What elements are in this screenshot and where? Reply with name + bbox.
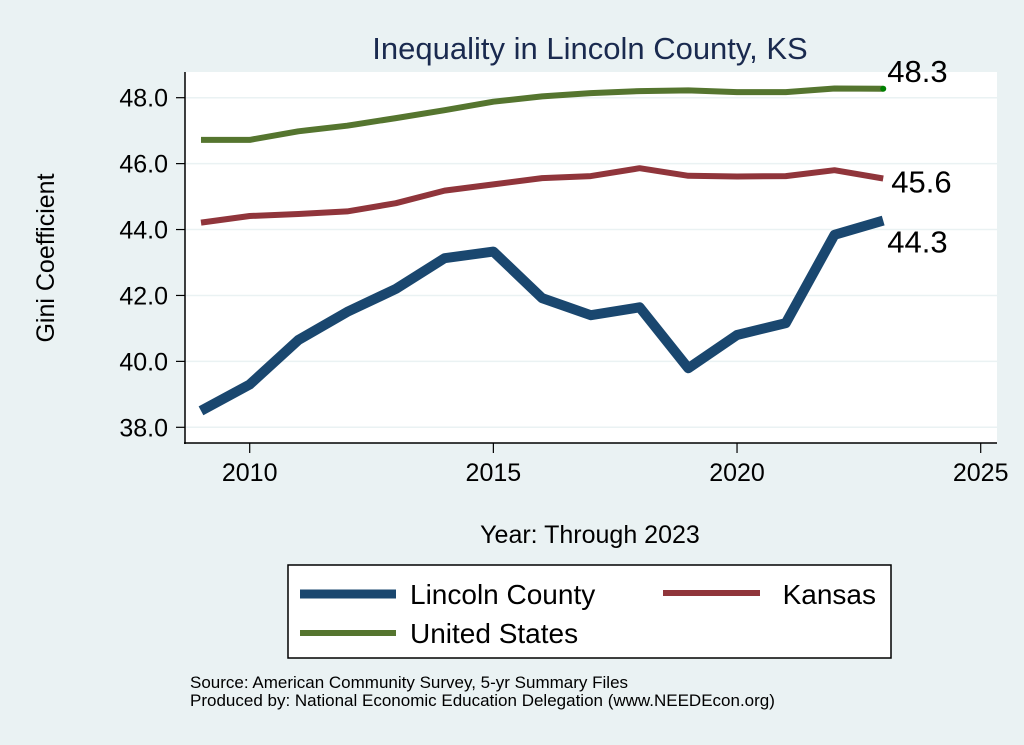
x-tick-label: 2025 bbox=[953, 459, 1009, 487]
legend-label-united-states: United States bbox=[410, 618, 578, 649]
x-tick-label: 2020 bbox=[709, 459, 765, 487]
legend-label-kansas: Kansas bbox=[783, 579, 876, 610]
y-tick-label: 46.0 bbox=[119, 151, 168, 179]
y-tick-label: 48.0 bbox=[119, 85, 168, 113]
y-tick-label: 44.0 bbox=[119, 217, 168, 245]
end-label-united-states: 48.3 bbox=[887, 54, 947, 89]
series-layer bbox=[198, 85, 887, 416]
gridlines bbox=[186, 96, 997, 429]
footer-source: Source: American Community Survey, 5-yr … bbox=[190, 673, 628, 692]
y-tick-label: 38.0 bbox=[119, 414, 168, 442]
end-marker-united-states bbox=[880, 85, 887, 92]
footer-producer: Produced by: National Economic Education… bbox=[190, 691, 775, 710]
x-tick-label: 2010 bbox=[222, 459, 278, 487]
end-label-lincoln-county: 44.3 bbox=[887, 225, 947, 260]
x-axis-title: Year: Through 2023 bbox=[480, 521, 700, 549]
legend-label-lincoln-county: Lincoln County bbox=[410, 579, 595, 610]
legend: Lincoln County Kansas United States bbox=[287, 564, 892, 659]
y-axis-title: Gini Coefficient bbox=[32, 173, 60, 342]
end-label-kansas: 45.6 bbox=[891, 164, 951, 199]
y-tick-label: 40.0 bbox=[119, 348, 168, 376]
y-axis-ticks: 38.0 40.0 42.0 44.0 46.0 48.0 bbox=[119, 85, 185, 442]
x-axis-ticks: 2010 2015 2020 2025 bbox=[222, 443, 1009, 487]
chart-title: Inequality in Lincoln County, KS bbox=[372, 31, 807, 66]
y-tick-label: 42.0 bbox=[119, 282, 168, 310]
x-tick-label: 2015 bbox=[466, 459, 522, 487]
plot-area bbox=[185, 72, 997, 443]
legend-box bbox=[287, 564, 892, 659]
end-labels: 44.3 45.6 48.3 bbox=[887, 54, 951, 260]
